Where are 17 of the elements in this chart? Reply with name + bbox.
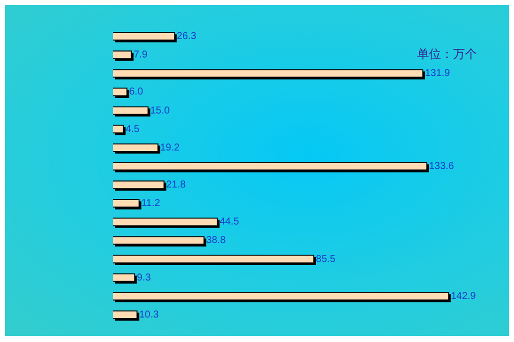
annotation: 单位：万个 bbox=[417, 46, 477, 63]
data-label: 131.9 bbox=[424, 68, 450, 80]
data-label: 6.0 bbox=[129, 86, 144, 98]
data-label: 38.8 bbox=[206, 235, 226, 246]
data-label: 21.8 bbox=[166, 180, 186, 191]
data-label: 4.5 bbox=[126, 124, 140, 135]
data-label: 133.6 bbox=[428, 160, 454, 172]
data-label: 10.3 bbox=[139, 309, 160, 320]
data-label: 9.3 bbox=[136, 272, 152, 284]
data-label: 7.9 bbox=[134, 50, 148, 61]
data-label: 11.2 bbox=[141, 198, 160, 210]
data-label: 142.9 bbox=[450, 290, 476, 302]
data-label: 44.5 bbox=[220, 216, 240, 228]
data-label: 26.3 bbox=[176, 31, 197, 42]
data-label: 85.5 bbox=[316, 254, 336, 265]
data-label: 15.0 bbox=[150, 105, 170, 116]
data-label: 19.2 bbox=[160, 142, 180, 154]
